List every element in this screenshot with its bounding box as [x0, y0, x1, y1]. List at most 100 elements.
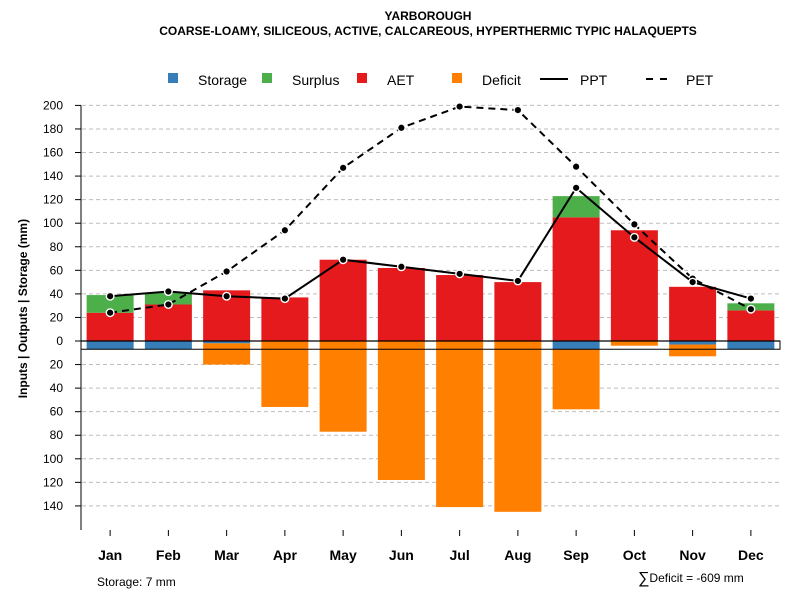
y-tick-label: 100 [43, 216, 63, 230]
bar-surplus [86, 295, 134, 313]
pet-line [109, 105, 752, 314]
x-tick-label: Mar [214, 547, 239, 563]
y-tick-label: 20 [50, 310, 64, 324]
deficit-note: ∑Deficit = -609 mm [638, 570, 744, 588]
bar-aet [552, 217, 600, 341]
legend-swatch [262, 73, 272, 83]
legend-label: AET [387, 72, 415, 88]
grid-lines [82, 104, 780, 507]
bar-layer [86, 196, 775, 512]
pet-line-point [513, 105, 523, 115]
ppt-line-point [222, 291, 232, 301]
bar-deficit [436, 341, 484, 508]
y-axis-title: Inputs | Outputs | Storage (mm) [16, 219, 30, 398]
bar-aet [727, 310, 775, 341]
y-tick-label: 180 [43, 122, 63, 136]
legend-label: Deficit [482, 72, 521, 88]
legend: Storage Surplus AET Deficit PPT PET [168, 72, 714, 88]
axes: 2001801601401201008060402002040608010012… [16, 98, 764, 563]
bar-storage [203, 341, 251, 344]
ppt-line-point [513, 276, 523, 286]
bar-deficit [203, 343, 251, 365]
pet-line-point [396, 123, 406, 133]
pet-line-point [455, 102, 465, 112]
legend-swatch [452, 73, 462, 83]
x-tick-label: Feb [156, 547, 181, 563]
ppt-line [110, 186, 752, 300]
x-tick-label: Jan [98, 547, 122, 563]
y-tick-label: 40 [50, 287, 64, 301]
sigma-symbol: ∑ [638, 570, 650, 587]
ppt-line-point [688, 277, 698, 287]
x-tick-label: Jun [389, 547, 414, 563]
ppt-line-point [338, 255, 348, 265]
x-tick-label: Sep [563, 547, 589, 563]
pet-line-point [629, 219, 639, 229]
bar-aet [494, 282, 542, 341]
bar-deficit [669, 344, 717, 357]
bar-deficit [610, 341, 658, 346]
bar-aet [86, 312, 134, 341]
y-tick-label: 140 [43, 169, 63, 183]
bar-storage [727, 341, 775, 350]
y-tick-label: 160 [43, 146, 63, 160]
x-tick-label: Oct [623, 547, 647, 563]
bar-deficit [494, 341, 542, 512]
y-tick-label: 0 [56, 334, 63, 348]
chart-title: YARBOROUGH [384, 9, 472, 23]
bar-aet [377, 267, 425, 341]
ppt-line-point [455, 269, 465, 279]
legend-label: Surplus [292, 72, 339, 88]
x-tick-label: May [330, 547, 357, 563]
bar-surplus [144, 292, 192, 305]
bar-storage [86, 341, 134, 350]
bar-deficit [319, 341, 367, 432]
y-tick-label: 200 [43, 98, 63, 112]
x-tick-label: Dec [738, 547, 764, 563]
pet-line-point [338, 163, 348, 173]
legend-swatch [357, 73, 367, 83]
pet-line-point [105, 308, 115, 318]
y-tick-label: 80 [50, 240, 64, 254]
pet-line-point [222, 266, 232, 276]
y-tick-label: 60 [50, 405, 64, 419]
y-tick-label: 140 [43, 499, 63, 513]
line-layer [105, 102, 756, 318]
y-tick-label: 120 [43, 193, 63, 207]
ppt-line-point [571, 183, 581, 193]
bar-surplus [552, 196, 600, 218]
storage-note: Storage: 7 mm [97, 575, 176, 589]
y-tick-label: 40 [50, 381, 64, 395]
y-tick-label: 60 [50, 263, 64, 277]
bar-storage [669, 341, 717, 345]
chart-subtitle: COARSE-LOAMY, SILICEOUS, ACTIVE, CALCARE… [159, 24, 697, 38]
y-tick-label: 20 [50, 358, 64, 372]
deficit-total: Deficit = -609 mm [649, 571, 744, 585]
pet-line-point [280, 225, 290, 235]
ppt-line-point [629, 232, 639, 242]
bar-aet [610, 230, 658, 341]
bar-aet [319, 259, 367, 341]
legend-swatch [168, 73, 178, 83]
legend-label: PET [686, 72, 714, 88]
bar-aet [261, 297, 309, 341]
ppt-line-point [746, 294, 756, 304]
bar-deficit [261, 341, 309, 407]
bar-aet [669, 286, 717, 341]
legend-label: PPT [580, 72, 608, 88]
x-tick-label: Nov [679, 547, 706, 563]
ppt-line-point [280, 294, 290, 304]
y-tick-label: 120 [43, 475, 63, 489]
y-tick-label: 80 [50, 428, 64, 442]
bar-aet [436, 275, 484, 341]
bar-storage [552, 341, 600, 350]
pet-line-point [746, 304, 756, 314]
ppt-line-point [105, 291, 115, 301]
pet-line-point [163, 299, 173, 309]
bar-storage [144, 341, 192, 350]
y-tick-label: 100 [43, 452, 63, 466]
x-tick-label: Apr [273, 547, 298, 563]
bar-aet [144, 304, 192, 341]
legend-label: Storage [198, 72, 247, 88]
